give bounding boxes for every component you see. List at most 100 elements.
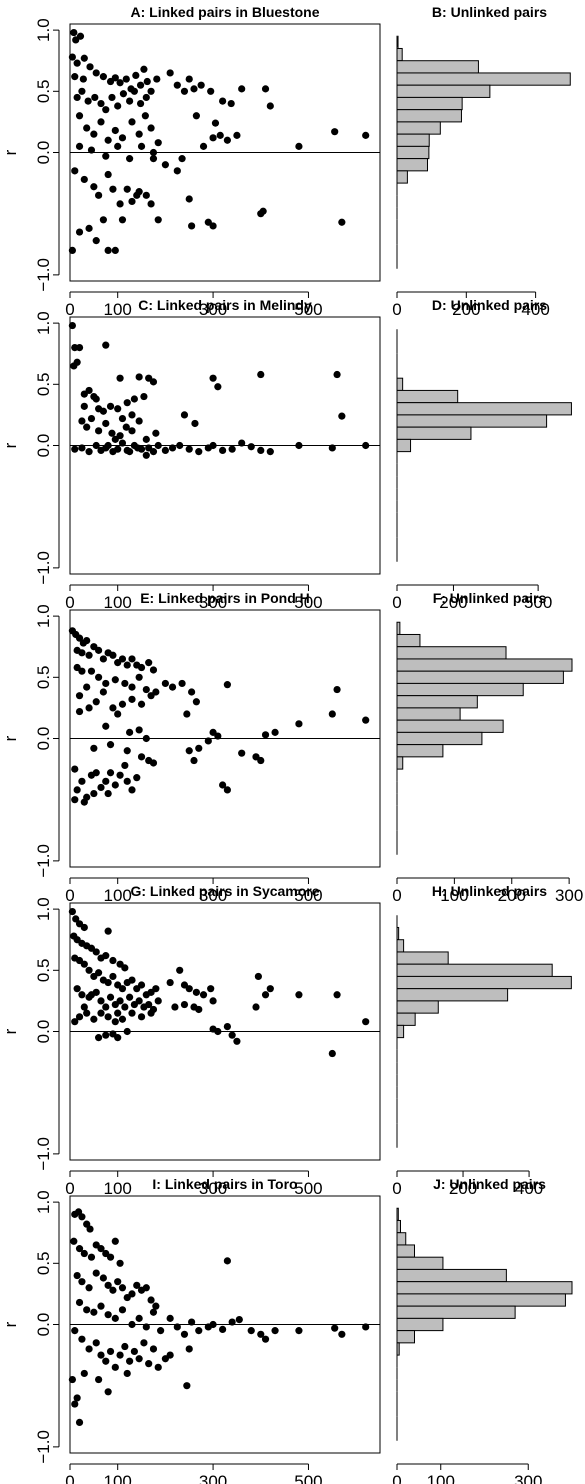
- data-point: [176, 441, 184, 450]
- data-point: [99, 688, 107, 696]
- data-point: [271, 728, 279, 736]
- histogram-bar: [396, 1232, 407, 1246]
- histogram-bar: [396, 377, 404, 391]
- data-point: [128, 655, 136, 663]
- histogram-bar: [396, 1000, 439, 1014]
- histogram-bar: [396, 47, 403, 62]
- data-point: [135, 997, 143, 1005]
- data-point: [116, 997, 124, 1005]
- data-point: [223, 786, 231, 794]
- data-point: [219, 781, 227, 789]
- histogram-title: J: Unlinked pairs: [433, 1176, 546, 1192]
- data-point: [216, 131, 224, 139]
- data-point: [97, 1351, 105, 1359]
- data-point: [149, 148, 158, 157]
- data-point: [121, 964, 129, 972]
- data-point: [147, 692, 155, 700]
- data-point: [122, 423, 130, 431]
- histogram-bar: [396, 1256, 444, 1270]
- histogram-bar: [396, 926, 400, 941]
- data-point: [92, 1339, 100, 1347]
- data-point: [142, 685, 150, 694]
- data-point: [154, 1363, 162, 1371]
- data-point: [104, 441, 112, 450]
- data-point: [180, 1000, 189, 1009]
- data-point: [130, 87, 138, 95]
- data-point: [111, 1314, 119, 1322]
- data-point: [114, 710, 122, 718]
- histogram-bar: [396, 35, 399, 49]
- data-point: [97, 997, 105, 1005]
- data-point: [75, 634, 84, 642]
- data-point: [185, 747, 193, 755]
- data-point: [261, 991, 270, 999]
- data-point: [71, 445, 79, 453]
- data-point: [106, 769, 115, 777]
- data-point: [102, 722, 110, 730]
- y-tick-label: 0.0: [34, 1313, 53, 1337]
- data-point: [147, 1009, 155, 1017]
- data-point: [78, 1335, 86, 1343]
- x-tick-label: 300: [199, 1179, 227, 1198]
- histogram-bar: [396, 170, 408, 184]
- data-point: [152, 985, 160, 993]
- data-point: [123, 661, 131, 669]
- x-tick-label: 500: [294, 300, 322, 319]
- data-point: [257, 446, 265, 454]
- data-point: [111, 74, 119, 82]
- data-point: [209, 441, 217, 450]
- histogram-title: B: Unlinked pairs: [432, 4, 547, 20]
- data-point: [183, 710, 191, 718]
- data-point: [123, 777, 131, 785]
- data-point: [80, 960, 88, 968]
- data-point: [195, 744, 203, 752]
- data-point: [149, 1345, 158, 1353]
- data-point: [149, 666, 158, 674]
- data-point: [95, 1375, 103, 1384]
- data-point: [118, 655, 127, 663]
- data-point: [223, 681, 231, 689]
- data-point: [92, 237, 100, 245]
- data-point: [183, 1382, 191, 1390]
- data-point: [75, 1245, 84, 1253]
- histogram-bar: [396, 158, 428, 172]
- x-tick-label: 500: [294, 1472, 322, 1484]
- histogram-bar: [396, 1024, 405, 1039]
- hist-x-tick-label: 200: [452, 300, 480, 319]
- data-point: [97, 99, 105, 108]
- data-point: [123, 399, 131, 407]
- data-point: [209, 997, 217, 1005]
- data-point: [209, 1320, 217, 1329]
- data-point: [123, 185, 131, 193]
- data-point: [118, 1284, 127, 1292]
- data-point: [180, 411, 189, 419]
- x-tick-label: 300: [199, 886, 227, 905]
- data-point: [223, 1257, 231, 1265]
- data-point: [252, 1003, 260, 1011]
- data-point: [180, 1330, 189, 1338]
- y-axis-label: r: [1, 1028, 20, 1034]
- data-point: [99, 1274, 107, 1282]
- data-point: [128, 197, 136, 206]
- data-point: [104, 978, 112, 987]
- data-point: [128, 118, 136, 126]
- histogram-bar: [396, 84, 491, 98]
- y-tick-label: 0.0: [34, 141, 53, 165]
- data-point: [362, 131, 370, 139]
- data-point: [192, 988, 200, 996]
- data-point: [111, 1237, 119, 1245]
- data-point: [154, 997, 162, 1005]
- data-point: [68, 321, 76, 330]
- data-point: [126, 728, 134, 736]
- data-point: [114, 445, 122, 453]
- histogram-bar: [396, 389, 459, 404]
- data-point: [73, 59, 81, 67]
- data-point: [90, 789, 98, 798]
- data-point: [149, 378, 158, 386]
- hist-x-tick-label: 200: [439, 593, 467, 612]
- data-point: [83, 683, 91, 691]
- y-tick-label: −1.0: [34, 1430, 53, 1464]
- data-point: [92, 769, 100, 777]
- y-axis-label: r: [1, 442, 20, 448]
- data-point: [78, 1278, 86, 1286]
